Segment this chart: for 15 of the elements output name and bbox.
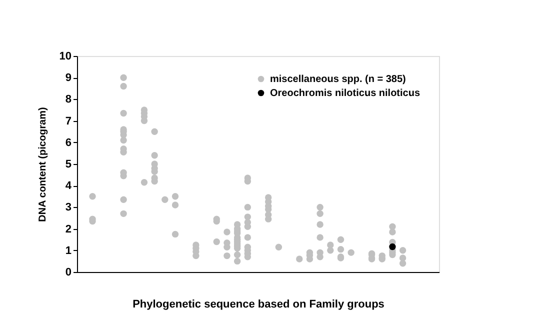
y-tick-label: 4 — [65, 180, 72, 192]
y-tick-label: 5 — [65, 158, 72, 170]
x-axis-title: Phylogenetic sequence based on Family groups — [132, 298, 384, 310]
y-tick-label: 9 — [65, 72, 72, 84]
y-tick-label: 3 — [65, 202, 72, 214]
legend-label: Oreochromis niloticus niloticus — [270, 88, 420, 99]
y-tick-label: 6 — [65, 136, 72, 149]
y-tick-label: 7 — [65, 115, 72, 128]
legend-label: miscellaneous spp. (n = 385) — [270, 74, 406, 85]
y-tick-label: 10 — [59, 50, 72, 62]
y-axis-title: DNA content (picogram) — [37, 107, 48, 222]
y-tick-label: 2 — [65, 223, 72, 236]
y-tick-label: 1 — [65, 244, 72, 257]
y-tick-label: 8 — [65, 94, 72, 106]
y-tick-label: 0 — [65, 266, 72, 278]
